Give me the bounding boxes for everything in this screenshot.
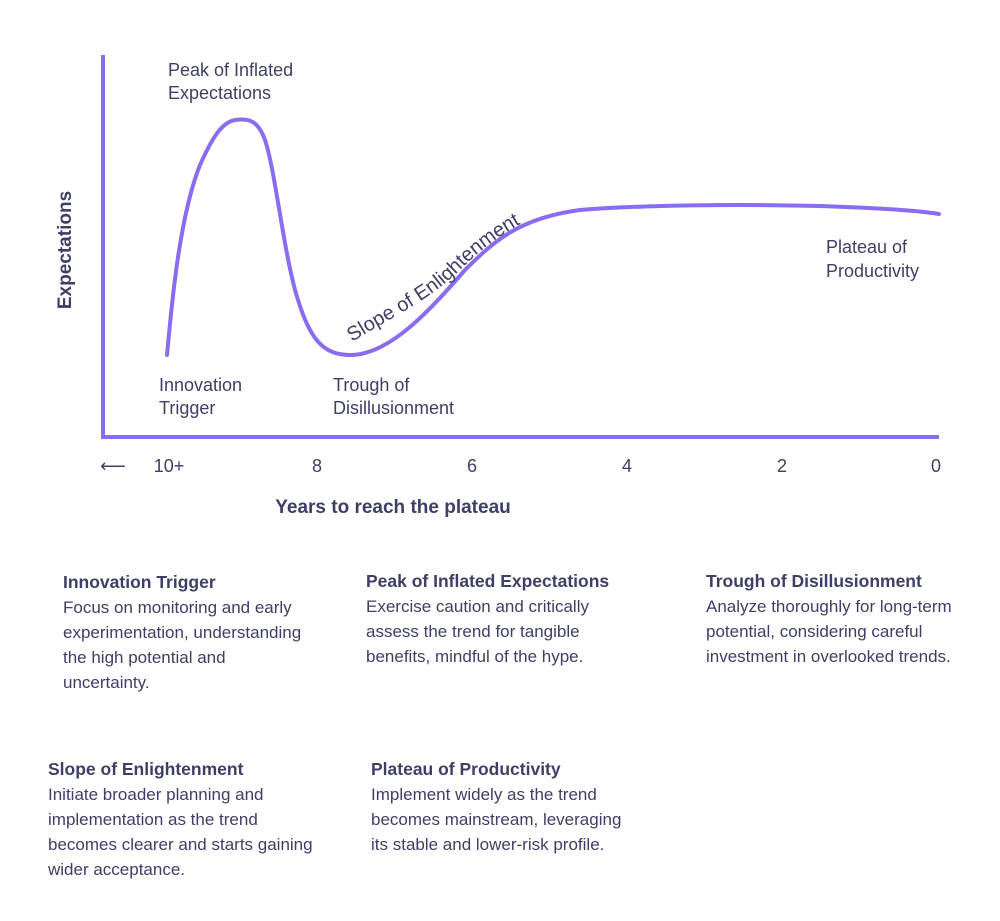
x-tick-label: 10+ xyxy=(154,456,185,476)
description-slope: Slope of Enlightenment Initiate broader … xyxy=(48,757,314,882)
hype-curve xyxy=(165,117,941,358)
description-body: Implement widely as the trend becomes ma… xyxy=(371,785,622,854)
description-peak: Peak of Inflated Expectations Exercise c… xyxy=(366,569,636,669)
description-title: Plateau of Productivity xyxy=(371,759,561,779)
description-trough: Trough of Disillusionment Analyze thorou… xyxy=(706,569,962,669)
trough-label-line1: Trough of xyxy=(333,375,410,395)
slope-curve-label-path: Slope of Enlightenment xyxy=(343,209,524,346)
x-tick-label: 6 xyxy=(467,456,477,476)
peak-label-line1: Peak of Inflated xyxy=(168,60,293,80)
trigger-label-line1: Innovation xyxy=(159,375,242,395)
description-body: Initiate broader planning and implementa… xyxy=(48,785,313,879)
description-body: Analyze thoroughly for long-term potenti… xyxy=(706,597,952,666)
x-tick-label: 2 xyxy=(777,456,787,476)
description-title: Peak of Inflated Expectations xyxy=(366,571,610,591)
y-axis-title: Expectations xyxy=(55,191,76,309)
slope-curve-label: Slope of Enlightenment xyxy=(343,209,524,346)
x-axis-title: Years to reach the plateau xyxy=(275,497,511,518)
description-title: Innovation Trigger xyxy=(63,572,216,592)
description-plateau: Plateau of Productivity Implement widely… xyxy=(371,757,627,857)
trigger-label-line2: Trigger xyxy=(159,398,215,418)
description-innovation-trigger: Innovation Trigger Focus on monitoring a… xyxy=(63,570,303,695)
x-tick-label: 4 xyxy=(622,456,632,476)
x-axis-arrow: ⟵ xyxy=(100,456,126,476)
description-body: Focus on monitoring and early experiment… xyxy=(63,598,302,692)
peak-label-line2: Expectations xyxy=(168,83,271,103)
x-tick-label: 8 xyxy=(312,456,322,476)
hype-cycle-diagram: Slope of Enlightenment Peak of Inflated … xyxy=(55,55,941,518)
plateau-label-line1: Plateau of xyxy=(826,237,908,257)
x-tick-label: 0 xyxy=(931,456,941,476)
trough-label-line2: Disillusionment xyxy=(333,398,454,418)
description-title: Slope of Enlightenment xyxy=(48,759,244,779)
description-body: Exercise caution and critically assess t… xyxy=(366,597,589,666)
description-title: Trough of Disillusionment xyxy=(706,571,922,591)
plateau-label-line2: Productivity xyxy=(826,261,919,281)
